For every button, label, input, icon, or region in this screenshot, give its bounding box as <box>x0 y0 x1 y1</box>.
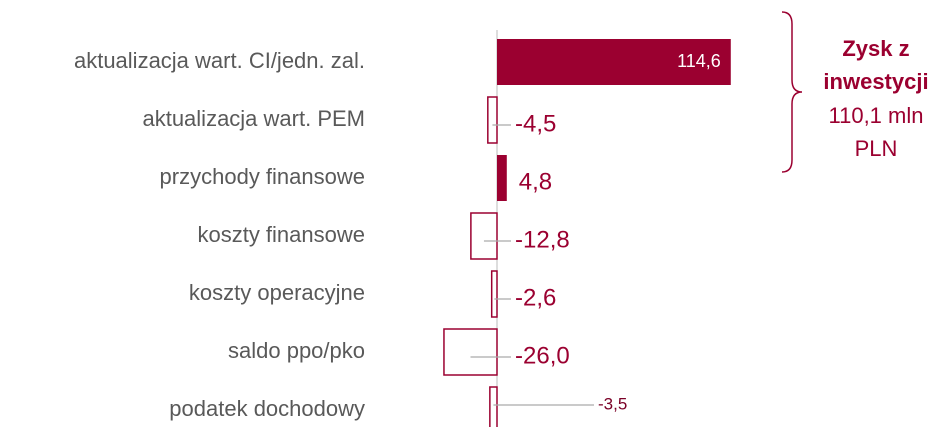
value-label: -3,5 <box>598 394 627 413</box>
value-label: -12,8 <box>515 226 570 253</box>
category-label: koszty operacyjne <box>189 280 365 305</box>
bar <box>497 155 507 201</box>
category-label: podatek dochodowy <box>169 396 365 421</box>
category-label: saldo ppo/pko <box>228 338 365 363</box>
bar <box>470 212 498 260</box>
category-label: przychody finansowe <box>160 164 365 189</box>
category-label: aktualizacja wart. PEM <box>142 106 365 131</box>
bar <box>443 328 498 376</box>
bar <box>497 39 731 85</box>
category-label: koszty finansowe <box>197 222 365 247</box>
annotation-text: 110,1 mln <box>829 103 924 128</box>
value-label: 4,8 <box>519 168 552 195</box>
value-label: 114,6 <box>677 51 721 71</box>
value-label: -2,6 <box>515 284 556 311</box>
annotation-title: Zysk z <box>842 36 909 61</box>
annotation-title: inwestycji <box>823 69 928 94</box>
category-label: aktualizacja wart. CI/jedn. zal. <box>74 48 365 73</box>
brace <box>781 11 803 173</box>
value-label: -4,5 <box>515 110 556 137</box>
bar <box>490 270 498 318</box>
bar <box>487 96 498 144</box>
annotation-text: PLN <box>855 136 898 161</box>
value-label: -26,0 <box>515 342 570 369</box>
bar <box>489 386 498 427</box>
